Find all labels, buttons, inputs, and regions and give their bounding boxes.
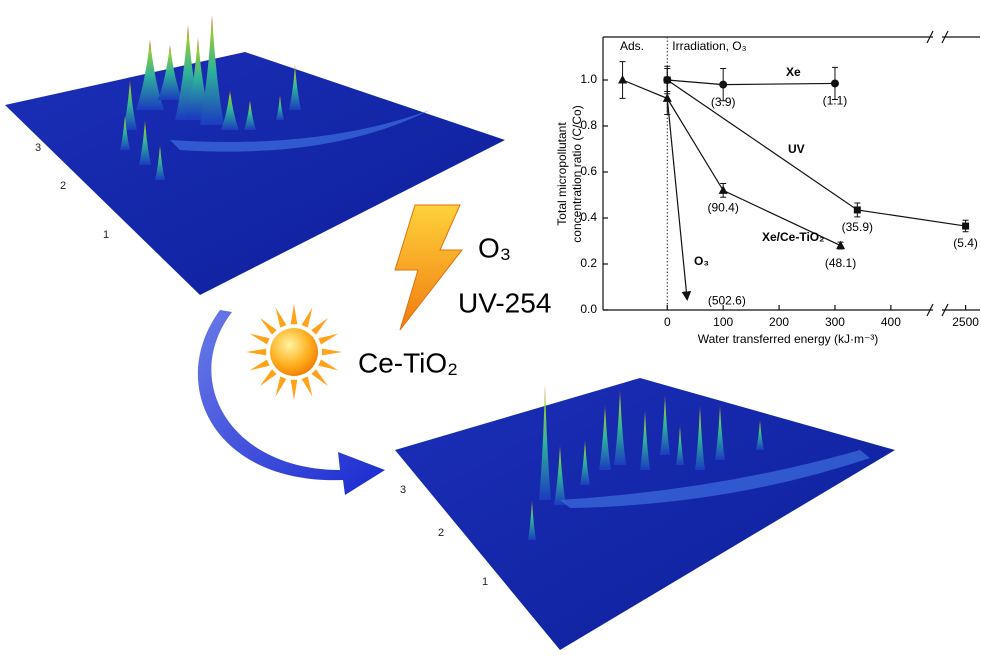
lightning: [395, 205, 462, 330]
graphical-abstract: O₃ UV-254 Ce-TiO₂ 3 2 1 3 2 1 Ads. Irradi…: [0, 0, 981, 655]
region-label: Irradiation, O₃: [672, 39, 746, 53]
x-tick-label: 400: [881, 315, 901, 329]
y-tick-label: 0.2: [580, 256, 597, 270]
point-label: (35.9): [842, 220, 873, 234]
sun-ray: [302, 376, 313, 396]
surface-axis-label: 1: [482, 576, 488, 588]
surface-axis-label: 2: [60, 180, 66, 192]
y-tick-label: 0.0: [580, 302, 597, 316]
point: [836, 241, 845, 250]
surface-axis-label: 1: [103, 229, 109, 241]
point-label: (3.9): [711, 95, 736, 109]
point: [831, 79, 839, 87]
series-name: O₃: [694, 254, 709, 268]
sun-ray: [260, 369, 277, 386]
series-name: UV: [788, 142, 805, 156]
point-label: (502.6): [708, 293, 746, 307]
sun-ray: [318, 360, 338, 371]
point: [962, 223, 969, 230]
surface-axis-label: 3: [35, 142, 41, 154]
point: [854, 206, 861, 213]
x-tick-label: 300: [825, 315, 845, 329]
x-tick-label: 0: [664, 315, 671, 329]
point: [618, 75, 627, 84]
point-label: (90.4): [707, 201, 738, 215]
point-label: (48.1): [825, 256, 856, 270]
series-name: Xe/Ce-TiO₂: [762, 230, 824, 244]
point: [719, 81, 727, 89]
sun-ray: [276, 308, 287, 328]
page: O₃ UV-254 Ce-TiO₂ 3 2 1 3 2 1 Ads. Irradi…: [0, 0, 981, 655]
sun-ray: [250, 360, 270, 371]
y-tick-label: 1.0: [580, 72, 597, 86]
series-line: [667, 98, 687, 296]
x-tick-label: 100: [713, 315, 733, 329]
sun-ray: [318, 334, 338, 345]
series-line: [667, 80, 835, 85]
treatment-label: Ce-TiO₂: [358, 347, 458, 378]
x-tick-label: 200: [769, 315, 789, 329]
surface-axis-label: 3: [400, 484, 406, 496]
x-axis-label: Water transferred energy (kJ·m⁻³): [698, 332, 879, 346]
sun-ray: [276, 376, 287, 396]
sun-ray: [260, 318, 277, 335]
sun-ray: [311, 318, 328, 335]
treatment-label: UV-254: [458, 287, 551, 318]
sun-ray: [246, 349, 266, 356]
sun-disc: [270, 328, 318, 376]
region-label: Ads.: [620, 39, 644, 53]
point-label: (5.4): [953, 236, 978, 250]
point-label: (1.1): [823, 94, 848, 108]
point: [719, 185, 728, 194]
surface-axis-label: 2: [438, 527, 444, 539]
x-tick-label: 2500: [952, 315, 979, 329]
sun-ray: [291, 304, 298, 324]
sun-ray: [302, 308, 313, 328]
sun-ray: [291, 380, 298, 400]
sun-ray: [311, 369, 328, 386]
y-axis-label: Total micropollutant: [555, 122, 569, 226]
treatment-label: O₃: [478, 232, 511, 263]
sun-ray: [322, 349, 342, 356]
lightning-bolt: [395, 205, 462, 330]
sun-ray: [250, 334, 270, 345]
y-axis-label: concentration ratio (C/Co): [570, 105, 584, 242]
series-name: Xe: [786, 65, 801, 79]
